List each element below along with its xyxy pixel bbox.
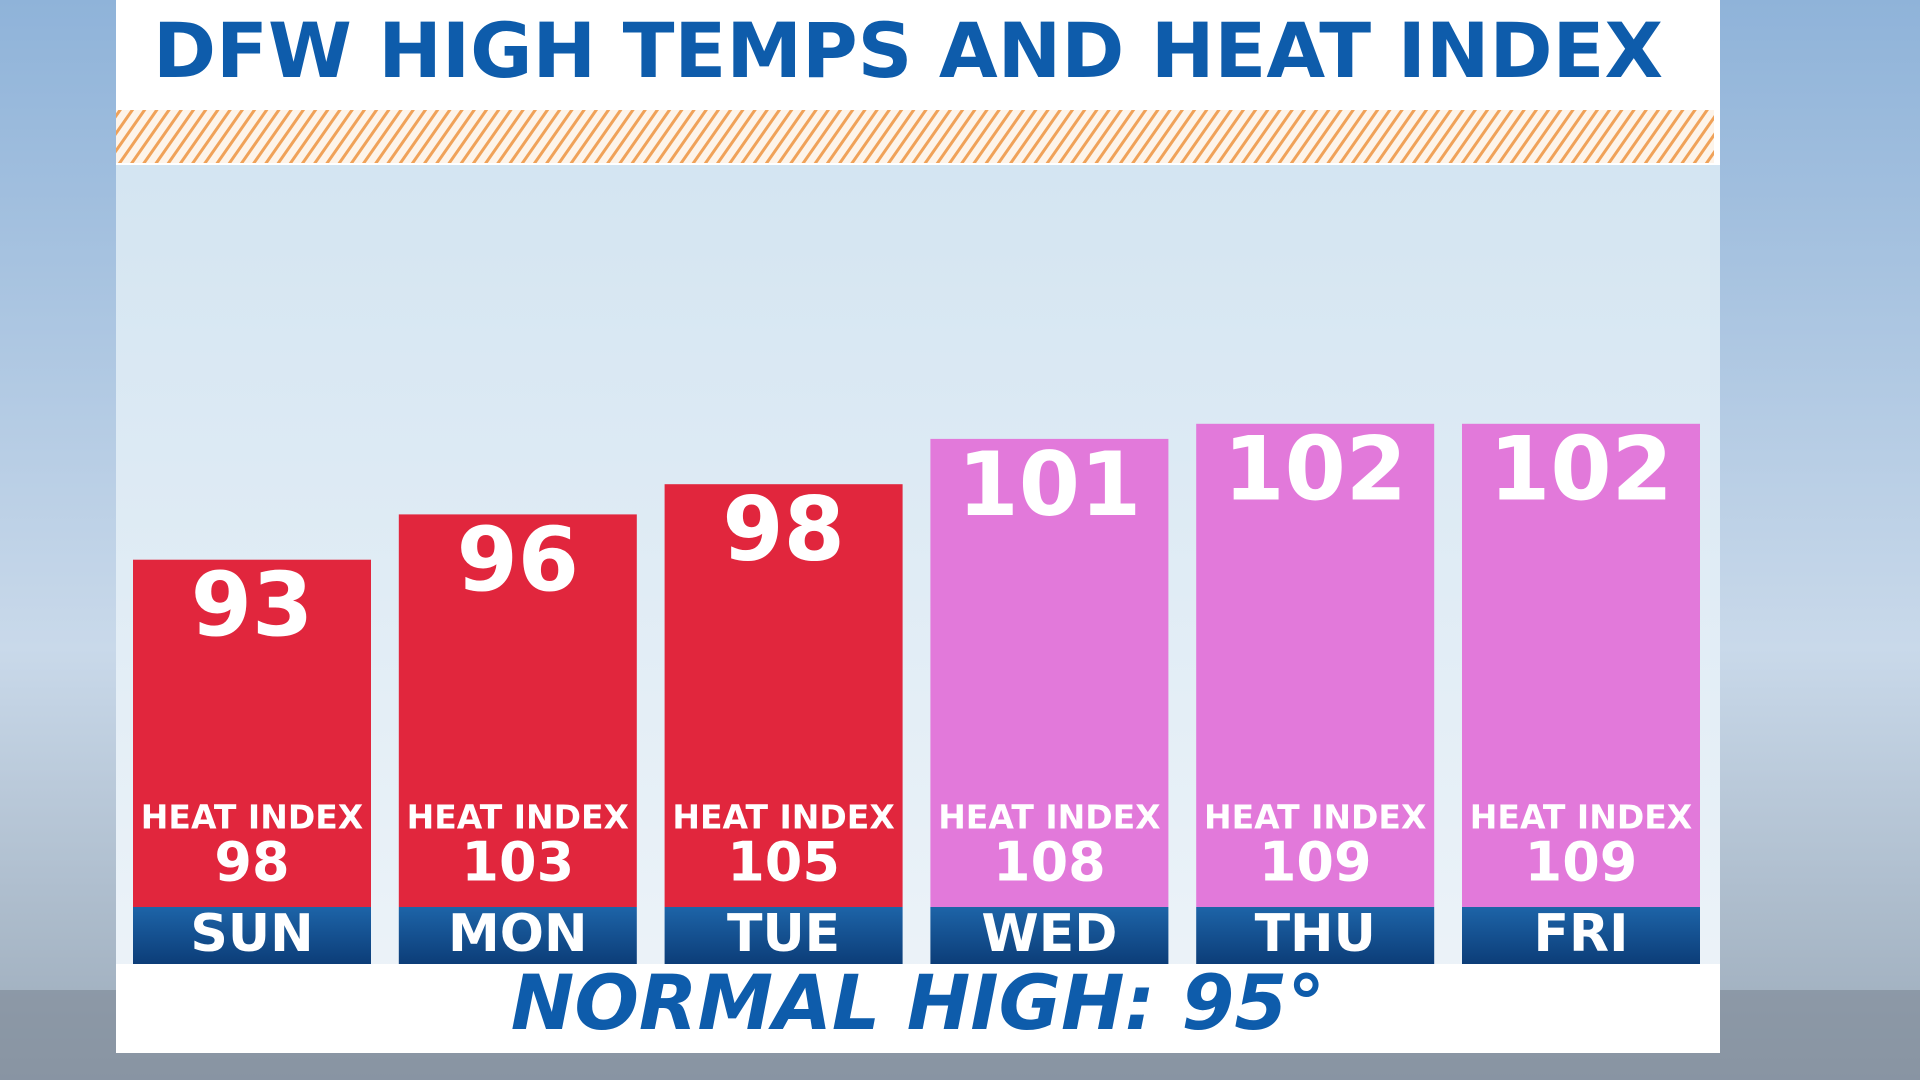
heat-index-value: 105 [727,831,840,894]
value-label: 98 [722,478,844,581]
footer-box [116,964,1720,1053]
heat-index-value: 109 [1259,831,1372,894]
bar [398,514,637,907]
value-label: 96 [457,508,579,611]
heat-index-label: HEAT INDEX [1470,798,1692,837]
bar [133,559,371,907]
heat-index-label: HEAT INDEX [938,798,1160,837]
value-label: 93 [191,554,313,657]
day-band [398,907,637,964]
day-band [664,907,903,964]
x-tick-label: TUE [727,904,840,964]
x-tick-label: WED [981,904,1117,964]
hatch-stripe [116,110,1714,163]
heat-index-value: 108 [993,831,1106,894]
bar [930,438,1169,907]
value-label: 102 [1489,418,1673,521]
heat-index-value: 109 [1525,831,1638,894]
x-tick-label: THU [1255,904,1376,964]
day-band [1462,907,1700,964]
panel [116,0,1720,1053]
heat-index-value: 103 [461,831,574,894]
annotation: NORMAL HIGH: 95° [511,958,1326,1047]
heat-index-label: HEAT INDEX [672,798,894,837]
heat-index-label: HEAT INDEX [1204,798,1426,837]
x-tick-label: SUN [190,904,313,964]
x-tick-label: MON [448,904,587,964]
value-label: 101 [958,433,1142,536]
x-tick-label: FRI [1534,904,1629,964]
day-band [930,907,1169,964]
day-band [1196,907,1435,964]
heat-index-value: 98 [214,831,289,894]
bar [1462,423,1700,907]
heat-index-label: HEAT INDEX [407,798,629,837]
bar [1196,423,1435,907]
bar [664,484,903,907]
heat-index-label: HEAT INDEX [141,798,363,837]
value-label: 102 [1223,418,1407,521]
day-band [133,907,371,964]
chart-title: DFW HIGH TEMPS AND HEAT INDEX [153,6,1663,95]
